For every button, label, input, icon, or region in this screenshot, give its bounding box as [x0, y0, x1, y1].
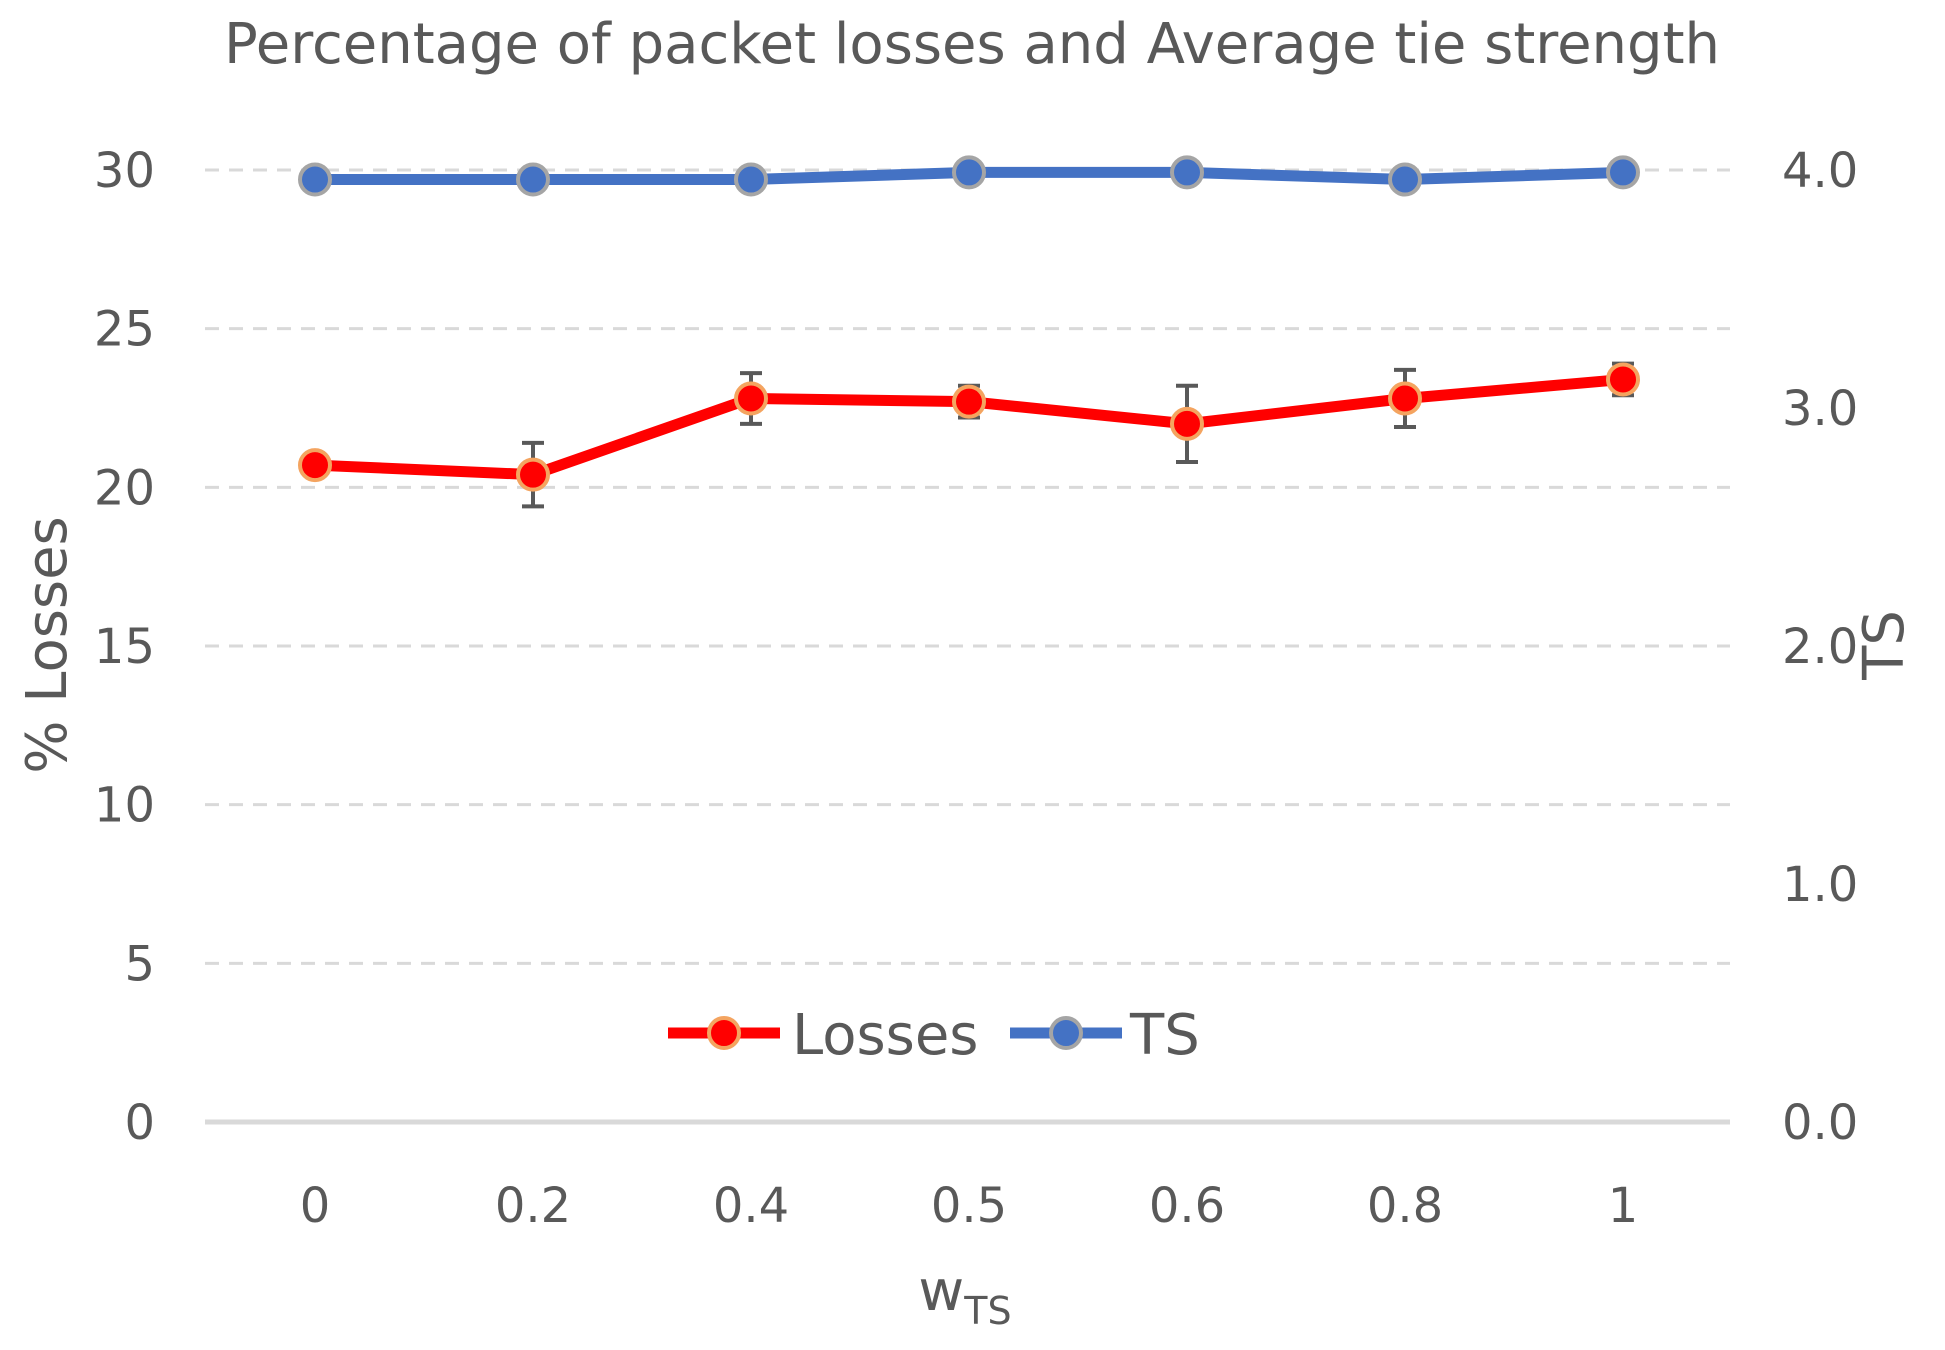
data-point — [516, 162, 550, 197]
data-point — [1388, 162, 1422, 197]
legend-label-ts: TS — [1129, 1003, 1200, 1068]
data-point — [734, 162, 768, 197]
legend-marker-ts — [1049, 1016, 1083, 1050]
y2-tick-label: 4.0 — [1782, 143, 1858, 199]
x-tick-label: 0 — [300, 1178, 331, 1234]
y2-tick-label: 1.0 — [1782, 857, 1858, 913]
y-axis-title: % Losses — [15, 516, 80, 773]
x-tick-label: 0.6 — [1149, 1178, 1225, 1234]
y-tick-label: 30 — [94, 143, 155, 199]
x-axis-title-subscript: TS — [963, 1289, 1011, 1333]
data-point — [298, 448, 332, 483]
data-point — [1606, 155, 1640, 190]
legend: Losses TS — [668, 1003, 1200, 1068]
x-tick-label: 0.5 — [931, 1178, 1007, 1234]
y-tick-label: 25 — [94, 302, 155, 358]
y2-tick-label: 3.0 — [1782, 381, 1858, 437]
series-layer — [298, 155, 1640, 509]
data-point — [952, 384, 986, 419]
data-point — [734, 381, 768, 416]
chart-title: Percentage of packet losses and Average … — [224, 12, 1720, 77]
data-point — [516, 457, 550, 492]
data-point — [1170, 406, 1204, 441]
y-tick-label: 5 — [124, 936, 155, 992]
data-point — [1606, 362, 1640, 397]
data-point — [952, 155, 986, 190]
x-tick-label: 0.2 — [495, 1178, 571, 1234]
legend-marker-losses — [707, 1016, 741, 1050]
series-losses — [298, 361, 1640, 509]
y2-tick-label: 2.0 — [1782, 619, 1858, 675]
y-axis-ticks: 0 5 10 15 20 25 30 — [94, 143, 155, 1151]
x-tick-label: 1 — [1608, 1178, 1639, 1234]
y-tick-label: 0 — [124, 1095, 155, 1151]
y-tick-label: 10 — [94, 778, 155, 834]
data-point — [1388, 381, 1422, 416]
x-axis-title: wTS — [918, 1259, 1011, 1333]
legend-label-losses: Losses — [792, 1003, 978, 1068]
x-tick-label: 0.8 — [1367, 1178, 1443, 1234]
y-tick-label: 20 — [94, 460, 155, 516]
y2-axis-ticks: 0.0 1.0 2.0 3.0 4.0 — [1782, 143, 1858, 1151]
grid-lines — [205, 168, 1730, 1125]
data-point — [298, 162, 332, 197]
data-point — [1170, 155, 1204, 190]
x-axis-title-main: w — [918, 1259, 964, 1324]
y-tick-label: 15 — [94, 619, 155, 675]
series-ts — [298, 155, 1640, 197]
x-axis-ticks: 0 0.2 0.4 0.5 0.6 0.8 1 — [300, 1178, 1639, 1234]
x-tick-label: 0.4 — [713, 1178, 789, 1234]
y2-tick-label: 0.0 — [1782, 1095, 1858, 1151]
y2-axis-title: TS — [1852, 610, 1917, 681]
